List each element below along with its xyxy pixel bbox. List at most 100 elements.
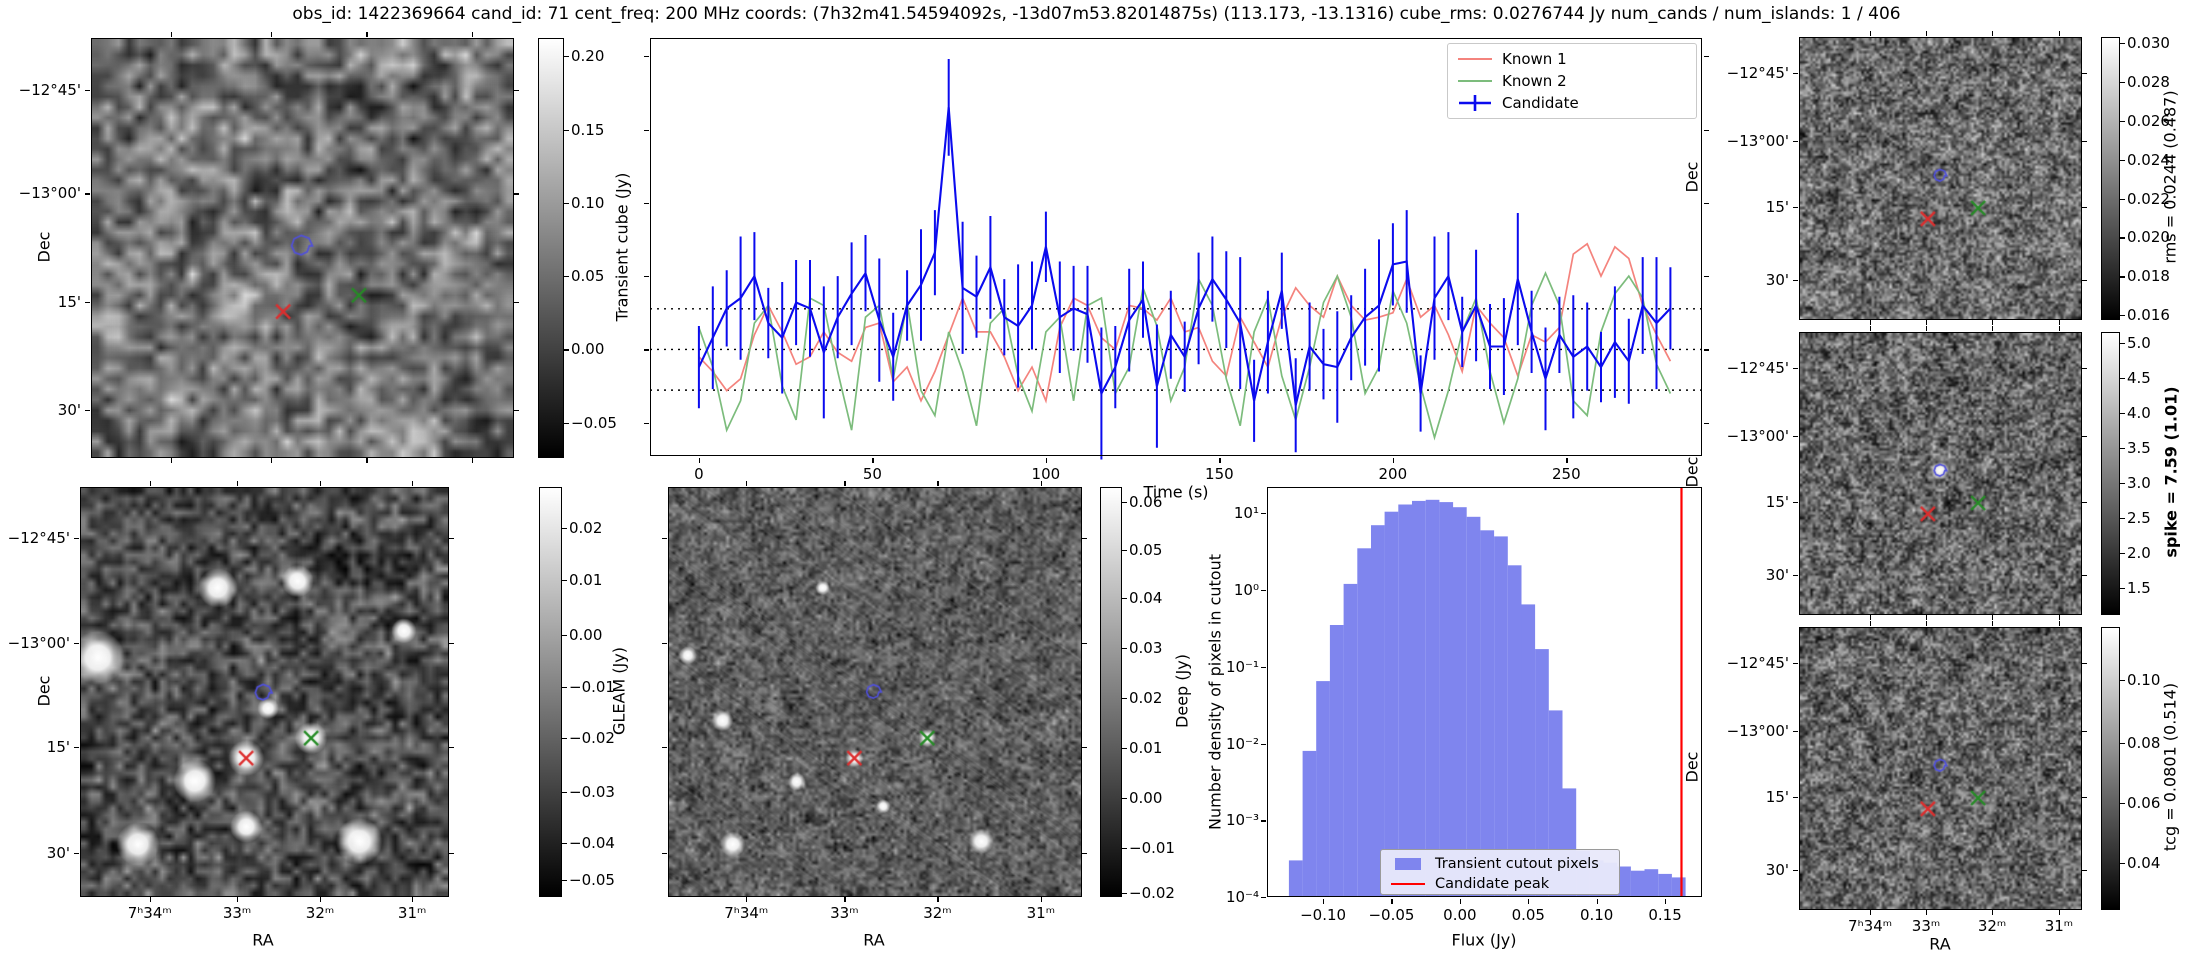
tcg-colorbar bbox=[2101, 627, 2120, 910]
tick-label: −13°00' bbox=[1726, 131, 1789, 150]
axis-tick bbox=[1992, 910, 1994, 915]
histogram-bar bbox=[1494, 536, 1508, 897]
axis-tick bbox=[1082, 642, 1087, 645]
axis-tick bbox=[1219, 458, 1221, 463]
peak-line-icon bbox=[1391, 883, 1425, 885]
axis-tick bbox=[562, 635, 567, 637]
tick-label: 0.04 bbox=[2127, 854, 2161, 873]
tick-label: −0.02 bbox=[569, 728, 615, 747]
axis-tick bbox=[2120, 81, 2125, 84]
axis-tick bbox=[1323, 899, 1325, 904]
histogram-bar bbox=[1480, 530, 1495, 897]
histogram-bar bbox=[1357, 548, 1371, 897]
axis-tick bbox=[514, 89, 519, 92]
axis-tick bbox=[237, 897, 239, 902]
axis-tick bbox=[564, 276, 569, 278]
axis-tick bbox=[2120, 198, 2125, 200]
axis-tick bbox=[2120, 342, 2125, 345]
axis-tick bbox=[2120, 159, 2125, 161]
axis-tick bbox=[1704, 202, 1709, 204]
tick-label: 0.15 bbox=[571, 120, 605, 139]
axis-tick bbox=[2120, 482, 2125, 485]
axis-tick bbox=[2120, 552, 2125, 555]
axis-tick bbox=[2058, 326, 2061, 331]
histogram-bar bbox=[1644, 869, 1659, 897]
axis-tick bbox=[937, 897, 939, 902]
histogram-bar bbox=[1507, 565, 1522, 897]
tick-label: 7ʰ34ᵐ bbox=[1848, 917, 1893, 935]
tick-label: 7ʰ34ᵐ bbox=[127, 904, 172, 922]
tick-label: 0.028 bbox=[2127, 72, 2170, 91]
axis-tick bbox=[1045, 458, 1048, 463]
tick-label: 10⁰ bbox=[1233, 580, 1259, 599]
axis-tick bbox=[2120, 680, 2125, 682]
axis-tick bbox=[1391, 899, 1393, 904]
dec-axis-label: Dec bbox=[1682, 161, 1702, 193]
axis-tick bbox=[449, 746, 454, 749]
tick-label: −0.05 bbox=[1368, 906, 1415, 924]
lightcurve-frame bbox=[650, 38, 1702, 456]
histogram-legend: Transient cutout pixels Candidate peak bbox=[1380, 849, 1620, 895]
axis-tick bbox=[1926, 320, 1928, 325]
gleam-colorbar bbox=[539, 487, 562, 897]
axis-tick bbox=[1870, 320, 1872, 325]
histogram-bar bbox=[1412, 500, 1426, 897]
tick-label: 30' bbox=[1765, 861, 1789, 880]
axis-tick bbox=[1793, 502, 1798, 504]
axis-tick bbox=[74, 852, 79, 855]
tick-label: −0.05 bbox=[569, 870, 615, 889]
axis-tick bbox=[1122, 892, 1127, 895]
tick-label: 3.5 bbox=[2127, 439, 2151, 458]
axis-tick bbox=[1704, 55, 1709, 58]
axis-tick bbox=[564, 55, 569, 58]
axis-tick bbox=[564, 349, 569, 351]
tick-label: 0.05 bbox=[571, 267, 605, 286]
histogram-bar bbox=[1671, 877, 1686, 897]
histogram-bar bbox=[1453, 507, 1467, 897]
ra-axis-label: RA bbox=[1929, 934, 1951, 954]
axis-tick bbox=[2082, 797, 2087, 799]
axis-tick bbox=[2058, 615, 2061, 620]
candidate-errorbar-icon bbox=[1458, 94, 1492, 112]
tick-label: −0.04 bbox=[569, 834, 615, 853]
axis-tick bbox=[2082, 72, 2087, 75]
axis-tick bbox=[1870, 910, 1872, 915]
histogram-bars bbox=[1288, 499, 1686, 897]
tick-label: 30' bbox=[57, 401, 81, 420]
rms-colorbar bbox=[2101, 37, 2120, 320]
axis-tick bbox=[1793, 207, 1798, 209]
axis-tick bbox=[844, 897, 846, 902]
axis-tick bbox=[2082, 575, 2087, 577]
tick-label: 0.024 bbox=[2127, 150, 2170, 169]
tick-label: 0.05 bbox=[1129, 540, 1163, 559]
axis-tick bbox=[2058, 621, 2061, 626]
histogram-bar bbox=[1384, 511, 1399, 897]
axis-tick bbox=[1082, 746, 1087, 749]
tick-label: 0.03 bbox=[1129, 639, 1163, 658]
legend-label: Candidate bbox=[1502, 94, 1579, 112]
tcg-cutout bbox=[1799, 627, 2082, 910]
axis-tick bbox=[449, 852, 454, 855]
tick-label: −13°00' bbox=[18, 184, 81, 203]
candidate-line bbox=[697, 107, 1672, 406]
hist-patch-icon bbox=[1391, 858, 1425, 870]
tick-label: 0.00 bbox=[1443, 906, 1477, 924]
tick-label: 1.5 bbox=[2127, 578, 2151, 597]
axis-tick bbox=[170, 458, 173, 463]
axis-tick bbox=[1992, 31, 1994, 36]
tick-label: 10⁻⁴ bbox=[1225, 888, 1259, 906]
axis-tick bbox=[746, 897, 748, 902]
histogram-bar bbox=[1630, 870, 1645, 897]
axis-tick bbox=[937, 481, 939, 486]
axis-tick bbox=[472, 458, 474, 463]
axis-tick bbox=[1870, 326, 1872, 331]
axis-tick bbox=[2120, 42, 2125, 45]
figure-title: obs_id: 1422369664 cand_id: 71 cent_freq… bbox=[292, 4, 1901, 24]
axis-tick bbox=[1665, 899, 1667, 904]
axis-tick bbox=[1122, 648, 1127, 650]
tick-label: 0.018 bbox=[2127, 267, 2170, 286]
axis-tick bbox=[1704, 349, 1709, 351]
axis-tick bbox=[644, 422, 649, 425]
axis-tick bbox=[2120, 276, 2125, 278]
